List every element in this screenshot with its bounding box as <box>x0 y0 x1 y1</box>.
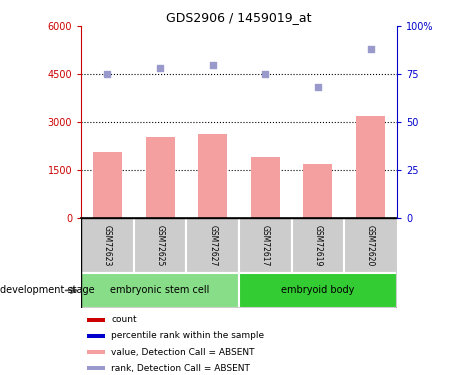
Bar <box>87 318 105 321</box>
Text: count: count <box>111 315 137 324</box>
Text: GSM72620: GSM72620 <box>366 225 375 266</box>
Bar <box>87 350 105 354</box>
Bar <box>186 217 239 273</box>
Point <box>314 84 322 90</box>
Bar <box>239 273 397 308</box>
Text: rank, Detection Call = ABSENT: rank, Detection Call = ABSENT <box>111 364 250 373</box>
Text: GSM72619: GSM72619 <box>313 225 322 266</box>
Point <box>104 71 111 77</box>
Point <box>262 71 269 77</box>
Bar <box>356 116 385 218</box>
Bar <box>146 137 175 218</box>
Bar <box>198 134 227 218</box>
Text: GSM72625: GSM72625 <box>156 225 165 266</box>
Bar <box>87 334 105 338</box>
Bar <box>292 217 344 273</box>
Bar <box>87 366 105 370</box>
Bar <box>239 217 292 273</box>
Text: GSM72627: GSM72627 <box>208 225 217 266</box>
Bar <box>304 164 332 218</box>
Text: GSM72623: GSM72623 <box>103 225 112 266</box>
Text: embryonic stem cell: embryonic stem cell <box>110 285 210 296</box>
Bar <box>344 217 397 273</box>
Point <box>156 65 164 71</box>
Text: value, Detection Call = ABSENT: value, Detection Call = ABSENT <box>111 348 255 357</box>
Bar <box>93 152 122 217</box>
Point <box>367 46 374 52</box>
Text: embryoid body: embryoid body <box>281 285 354 296</box>
Text: percentile rank within the sample: percentile rank within the sample <box>111 332 264 340</box>
Bar <box>81 273 239 308</box>
Text: development stage: development stage <box>0 285 95 296</box>
Point <box>209 62 216 68</box>
Bar <box>251 157 280 218</box>
Title: GDS2906 / 1459019_at: GDS2906 / 1459019_at <box>166 11 312 24</box>
Bar <box>134 217 186 273</box>
Bar <box>81 217 134 273</box>
Text: GSM72617: GSM72617 <box>261 225 270 266</box>
